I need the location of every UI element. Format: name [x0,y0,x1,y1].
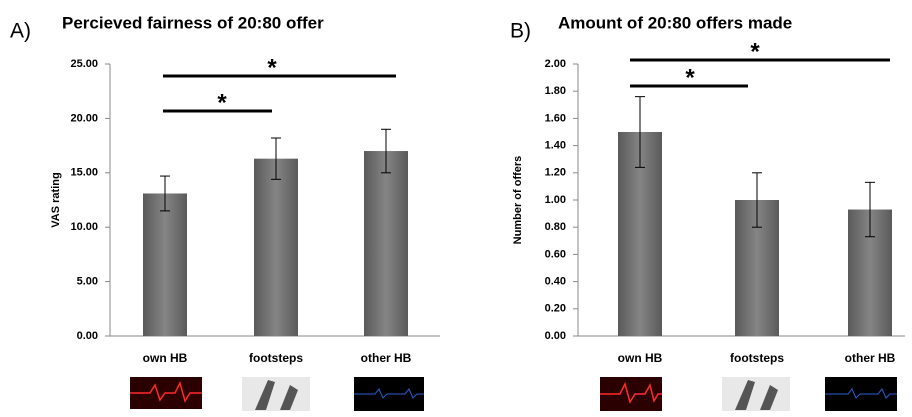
panel-label: B) [510,20,531,43]
y-tick-label: 0.00 [545,330,566,342]
significance-star: * [685,64,695,91]
bar [364,151,408,336]
y-axis-label: Number of offers [512,156,524,245]
y-tick-label: 1.80 [545,85,566,97]
chart-title: Amount of 20:80 offers made [558,13,792,32]
significance-star: * [217,89,227,116]
y-tick-label: 0.00 [77,330,98,342]
page: {"chart_data": [ {"type": "bar", "panel"… [0,0,912,417]
image-footsteps-b [722,377,790,411]
figure: A) Percieved fairness of 20:80 offer VAS r… [0,0,912,417]
y-tick-label: 0.80 [545,221,566,233]
y-tick-label: 20.00 [70,112,98,124]
y-tick-label: 1.00 [545,194,566,206]
x-tick-label: other HB [845,351,896,365]
image-other-hb-a [354,377,424,411]
y-tick-label: 0.40 [545,276,566,288]
y-tick-label: 5.00 [77,276,98,288]
y-tick-label: 10.00 [70,221,98,233]
y-tick-label: 0.20 [545,303,566,315]
significance-star: * [267,54,277,81]
y-tick-label: 1.20 [545,167,566,179]
panel-label: A) [10,20,31,43]
x-tick-label: footsteps [249,351,303,365]
chart-title: Percieved fairness of 20:80 offer [62,13,324,32]
bar [143,193,187,336]
y-tick-label: 1.40 [545,140,566,152]
image-other-hb-b [825,377,897,411]
image-own-hb-b [600,377,662,411]
y-tick-label: 1.60 [545,112,566,124]
x-tick-label: own HB [143,351,188,365]
x-tick-label: footsteps [730,351,784,365]
y-tick-label: 0.60 [545,248,566,260]
image-own-hb-a [130,377,202,409]
image-footsteps-a [242,377,310,411]
y-tick-label: 25.00 [70,58,98,70]
y-axis-label: VAS rating [50,172,62,227]
significance-star: * [750,38,760,65]
y-tick-label: 15.00 [70,167,98,179]
x-tick-label: own HB [618,351,663,365]
bar [254,159,298,336]
y-tick-label: 2.00 [545,58,566,70]
x-tick-label: other HB [361,351,412,365]
